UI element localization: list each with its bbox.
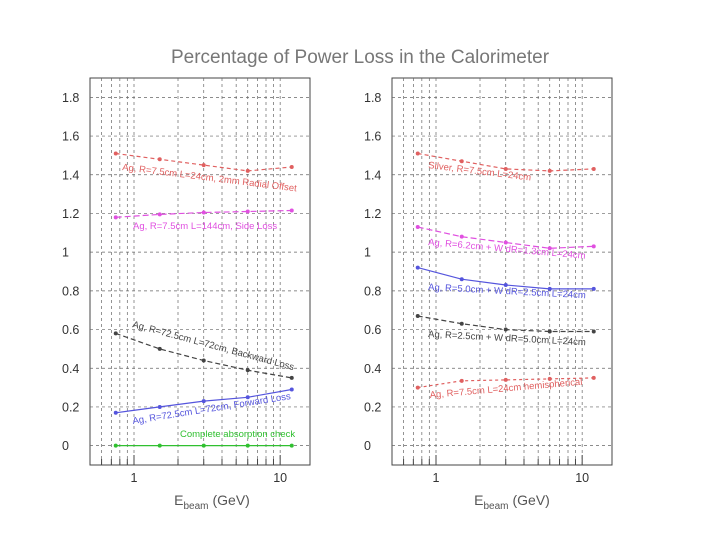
data-point	[245, 395, 250, 400]
data-point	[415, 151, 420, 156]
data-point	[503, 377, 508, 382]
data-point	[289, 387, 294, 392]
data-point	[157, 212, 162, 217]
y-tick-label: 0.6	[364, 323, 381, 337]
data-point	[201, 358, 206, 363]
data-point	[459, 159, 464, 164]
series-annotation: Ag, R=7.5cm L=144cm, Side Loss	[133, 221, 277, 232]
data-point	[547, 329, 552, 334]
y-tick-label: 0.2	[62, 400, 79, 414]
y-tick-label: 1.6	[62, 130, 79, 144]
series-line	[115, 209, 292, 218]
data-point	[503, 327, 508, 332]
y-tick-label: 0.6	[62, 323, 79, 337]
data-point	[591, 286, 596, 291]
data-point	[459, 277, 464, 282]
data-point	[245, 368, 250, 373]
data-point	[113, 151, 118, 156]
data-point	[547, 246, 552, 251]
x-tick-label: 1	[131, 471, 138, 485]
y-tick-label: 1.8	[364, 91, 381, 105]
y-tick-label: 1.2	[364, 207, 381, 221]
y-tick-label: 0.4	[364, 362, 381, 376]
data-point	[415, 314, 420, 319]
data-point	[245, 209, 250, 214]
series-annotation: Ag, R=6.2cm + W dR=1.3cm L=24cm	[428, 237, 586, 262]
y-tick-label: 0.2	[364, 400, 381, 414]
series-annotation: Ag, R=72.5cm L=72cm, Backward Loss	[131, 319, 295, 373]
data-point	[157, 346, 162, 351]
data-point	[503, 283, 508, 288]
data-point	[459, 378, 464, 383]
series-line	[417, 226, 594, 249]
data-point	[201, 399, 206, 404]
data-point	[113, 443, 118, 448]
series-annotation: Ag, R=7.5cm L=24cm, 2mm Radial Offset	[122, 162, 298, 194]
x-axis-label: Ebeam (GeV)	[174, 492, 250, 512]
x-tick-label: 10	[575, 471, 589, 485]
x-tick-label: 10	[273, 471, 287, 485]
plot-frame	[391, 77, 613, 466]
y-tick-label: 1	[62, 246, 69, 260]
data-point	[591, 244, 596, 249]
data-point	[547, 168, 552, 173]
y-tick-label: 1.4	[62, 168, 79, 182]
y-tick-label: 1.2	[62, 207, 79, 221]
data-point	[245, 443, 250, 448]
data-point	[157, 157, 162, 162]
data-point	[201, 163, 206, 168]
plot-frame	[89, 77, 311, 466]
y-tick-label: 1	[364, 246, 371, 260]
series-annotation: Ag, R=72.5cm L=72cm, Forward Loss	[132, 391, 292, 427]
y-tick-label: 0.8	[364, 284, 381, 298]
data-point	[547, 286, 552, 291]
data-point	[459, 234, 464, 239]
data-point	[289, 375, 294, 380]
data-point	[591, 166, 596, 171]
series-annotation: Complete absorption check	[180, 429, 295, 440]
data-point	[157, 443, 162, 448]
y-tick-label: 0.8	[62, 284, 79, 298]
data-point	[415, 385, 420, 390]
data-point	[503, 240, 508, 245]
data-point	[157, 404, 162, 409]
data-point	[415, 224, 420, 229]
data-point	[547, 376, 552, 381]
data-point	[289, 165, 294, 170]
series-line	[115, 152, 292, 172]
y-tick-label: 0	[364, 439, 371, 453]
chart-title: Percentage of Power Loss in the Calorime…	[171, 47, 550, 68]
data-point	[591, 329, 596, 334]
data-point	[245, 168, 250, 173]
data-point	[503, 166, 508, 171]
data-point	[201, 210, 206, 215]
data-point	[415, 265, 420, 270]
data-point	[591, 375, 596, 380]
y-tick-label: 0	[62, 439, 69, 453]
series-line	[417, 152, 594, 172]
data-point	[113, 215, 118, 220]
data-point	[113, 331, 118, 336]
y-tick-label: 1.4	[364, 168, 381, 182]
data-point	[113, 410, 118, 415]
y-tick-label: 0.4	[62, 362, 79, 376]
data-point	[459, 321, 464, 326]
data-point	[289, 443, 294, 448]
x-axis-label: Ebeam (GeV)	[474, 492, 550, 512]
y-tick-label: 1.8	[62, 91, 79, 105]
x-tick-label: 1	[433, 471, 440, 485]
data-point	[289, 208, 294, 213]
y-tick-label: 1.6	[364, 130, 381, 144]
left-panel: 0 0.2 0.4 0.6 0.8 1 1.2 1.4 1.6 1.8 1 10 Ebeam (GeV) A…	[62, 77, 311, 512]
data-point	[201, 443, 206, 448]
